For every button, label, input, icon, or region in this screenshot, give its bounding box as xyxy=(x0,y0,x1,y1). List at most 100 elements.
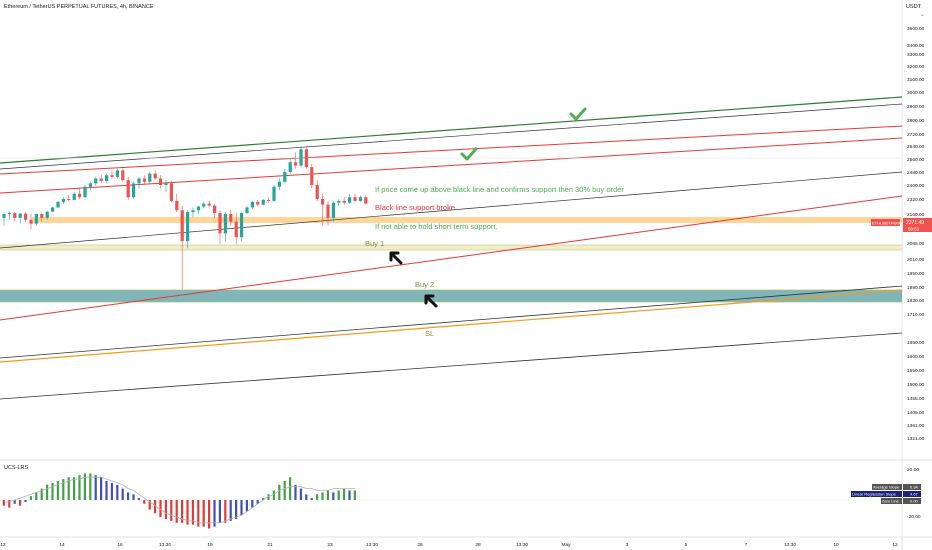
candle-body xyxy=(159,178,163,185)
candle-body xyxy=(213,205,217,214)
candle-body xyxy=(115,170,119,177)
histogram-bar xyxy=(89,473,92,500)
candle-body xyxy=(326,204,330,218)
histogram-bar xyxy=(326,490,329,500)
histogram-bar xyxy=(310,498,313,500)
histogram-bar xyxy=(8,500,11,508)
annotation-support-broke: Black line support broke xyxy=(375,203,455,212)
candle-body xyxy=(358,197,362,201)
candle-body xyxy=(223,214,227,234)
histogram-bar xyxy=(343,488,346,500)
legend-zero-value: 0.00 xyxy=(910,499,919,504)
candle-body xyxy=(24,213,28,220)
histogram-bar xyxy=(159,500,162,518)
histogram-bar xyxy=(299,488,302,500)
candle-body xyxy=(94,178,98,184)
label-buy2: Buy 2 xyxy=(415,280,434,289)
candle-body xyxy=(272,186,276,201)
candles-group[interactable] xyxy=(2,146,368,290)
indicator-legend: Average Slope 6.34 Linear Regression Slo… xyxy=(851,484,921,504)
main-pane[interactable] xyxy=(0,0,902,460)
candle-body xyxy=(83,186,87,198)
red-channel-line-1[interactable] xyxy=(0,125,903,175)
indicator-pane[interactable] xyxy=(0,460,902,537)
legend-lrs-value: 4.67 xyxy=(910,492,919,497)
candle-body xyxy=(294,162,298,166)
chevron-down-icon[interactable]: ⌄ xyxy=(920,12,925,18)
candle-body xyxy=(132,183,136,198)
arrow-up-left-icon xyxy=(389,251,403,265)
last-price-tag xyxy=(903,218,932,232)
histogram-bar xyxy=(13,500,16,504)
candle-body xyxy=(218,213,222,234)
green-trendline[interactable] xyxy=(0,96,903,164)
time-tick-label: May xyxy=(561,542,571,548)
red-support-line[interactable] xyxy=(0,195,903,321)
histogram-bar xyxy=(267,494,270,500)
histogram-bar xyxy=(40,488,43,500)
histogram-bar xyxy=(73,477,76,500)
histogram-bar xyxy=(186,500,189,525)
black-lower-line[interactable] xyxy=(0,285,903,359)
histogram-bar xyxy=(94,475,97,500)
price-tick-label: 1455.00 xyxy=(907,396,925,402)
histogram-bar xyxy=(218,500,221,523)
histogram-bar xyxy=(181,500,184,523)
candle-body xyxy=(51,207,55,212)
histogram-bar xyxy=(2,500,5,506)
histogram-bar xyxy=(170,500,173,521)
histogram-bar xyxy=(202,500,205,527)
histogram-bar xyxy=(29,496,32,500)
indicator-title[interactable]: UCS-LRS xyxy=(4,465,28,471)
red-channel-line-2[interactable] xyxy=(0,137,903,194)
histogram-bar xyxy=(208,500,211,529)
histogram-bar xyxy=(105,481,108,500)
histogram-bar xyxy=(283,481,286,500)
candle-body xyxy=(72,193,76,200)
orange-sl-line[interactable] xyxy=(0,289,903,363)
price-tick-label: 1500.00 xyxy=(907,382,925,388)
candle-body xyxy=(13,213,17,218)
legend-lrs-bg xyxy=(851,491,902,497)
indicator-histogram xyxy=(2,473,356,529)
price-axis[interactable]: 3600.00 3400.00 3300.00 3200.00 3100.00 3000.… xyxy=(907,26,925,442)
candle-body xyxy=(164,183,168,185)
candle-body xyxy=(353,197,357,201)
candle-body xyxy=(277,181,281,187)
time-tick-label: 5 xyxy=(685,542,688,548)
arrow-up-left-icon xyxy=(424,294,438,308)
price-tick-label: 2320.00 xyxy=(907,197,925,203)
histogram-bar xyxy=(197,500,200,527)
candle-body xyxy=(202,203,206,207)
price-tick-label: 1405.00 xyxy=(907,410,925,416)
candle-body xyxy=(283,172,287,182)
candle-body xyxy=(229,214,233,222)
currency-label[interactable]: USDT xyxy=(906,4,922,10)
time-tick-label: 13:30 xyxy=(784,542,796,548)
time-axis[interactable]: 12 14 16 13:30 19 21 23 13:30 26 28 13:30 May 3 5 7 13:… xyxy=(0,542,898,548)
price-tick-label: 1650.00 xyxy=(907,340,925,346)
legend-zero-label: Zero Line xyxy=(882,499,900,504)
black-support-line[interactable] xyxy=(0,171,903,249)
legend-average-slope-label: Average Slope xyxy=(873,485,900,490)
price-tick-label: 2900.00 xyxy=(907,104,925,110)
label-buy1: Buy 1 xyxy=(365,239,384,248)
candle-body xyxy=(180,210,184,242)
candle-body xyxy=(310,167,314,185)
candle-body xyxy=(304,149,308,168)
candle-body xyxy=(245,207,249,214)
candle-body xyxy=(99,178,103,181)
price-tick-label: 3000.00 xyxy=(907,90,925,96)
histogram-bar xyxy=(143,500,146,504)
candle-body xyxy=(56,201,60,208)
candle-body xyxy=(61,199,65,202)
resistance-zone xyxy=(32,217,902,223)
time-tick-label: 14 xyxy=(59,542,65,548)
price-tick-label: 3600.00 xyxy=(907,26,925,32)
candle-body xyxy=(7,213,11,214)
candle-body xyxy=(315,185,319,199)
black-bottom-line[interactable] xyxy=(0,332,903,400)
legend-lrs-label: Linear Regression Slope xyxy=(852,492,897,497)
histogram-bar xyxy=(224,500,227,523)
